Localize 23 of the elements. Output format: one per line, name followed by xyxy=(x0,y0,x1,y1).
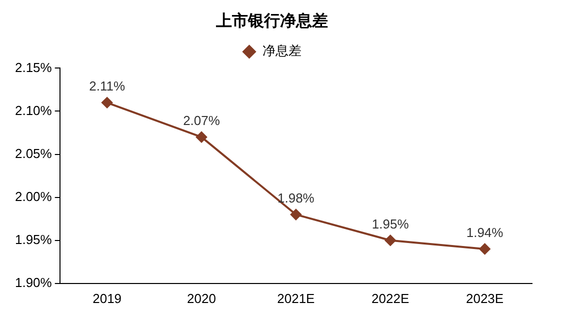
point xyxy=(384,234,396,246)
x-tick-label: 2022E xyxy=(372,290,410,306)
legend-label: 净息差 xyxy=(262,44,302,60)
chart-title: 上市银行净息差 xyxy=(215,10,328,30)
y-tick-label: 2.10% xyxy=(14,102,52,118)
x-tick-label: 2021E xyxy=(277,290,316,306)
x-tick-label: 2023E xyxy=(466,290,504,306)
y-tick-label: 1.95% xyxy=(14,232,52,247)
data-label: 1.98% xyxy=(277,190,315,206)
point xyxy=(102,97,113,108)
point xyxy=(479,243,490,254)
point xyxy=(196,132,208,143)
data-label: 2.07% xyxy=(183,113,220,128)
data-label: 2.11% xyxy=(89,78,126,94)
x-tick-label: 2020 xyxy=(187,290,216,306)
y-tick-label: 1.90% xyxy=(14,274,52,290)
y-tick-label: 2.00% xyxy=(14,188,52,204)
x-tick-label: 2019 xyxy=(92,290,122,306)
y-tick-label: 2.05% xyxy=(14,146,52,161)
data-label: 1.94% xyxy=(466,225,504,240)
data-label: 1.95% xyxy=(372,216,410,232)
point xyxy=(290,209,302,220)
y-tick-label: 2.15% xyxy=(14,60,52,75)
